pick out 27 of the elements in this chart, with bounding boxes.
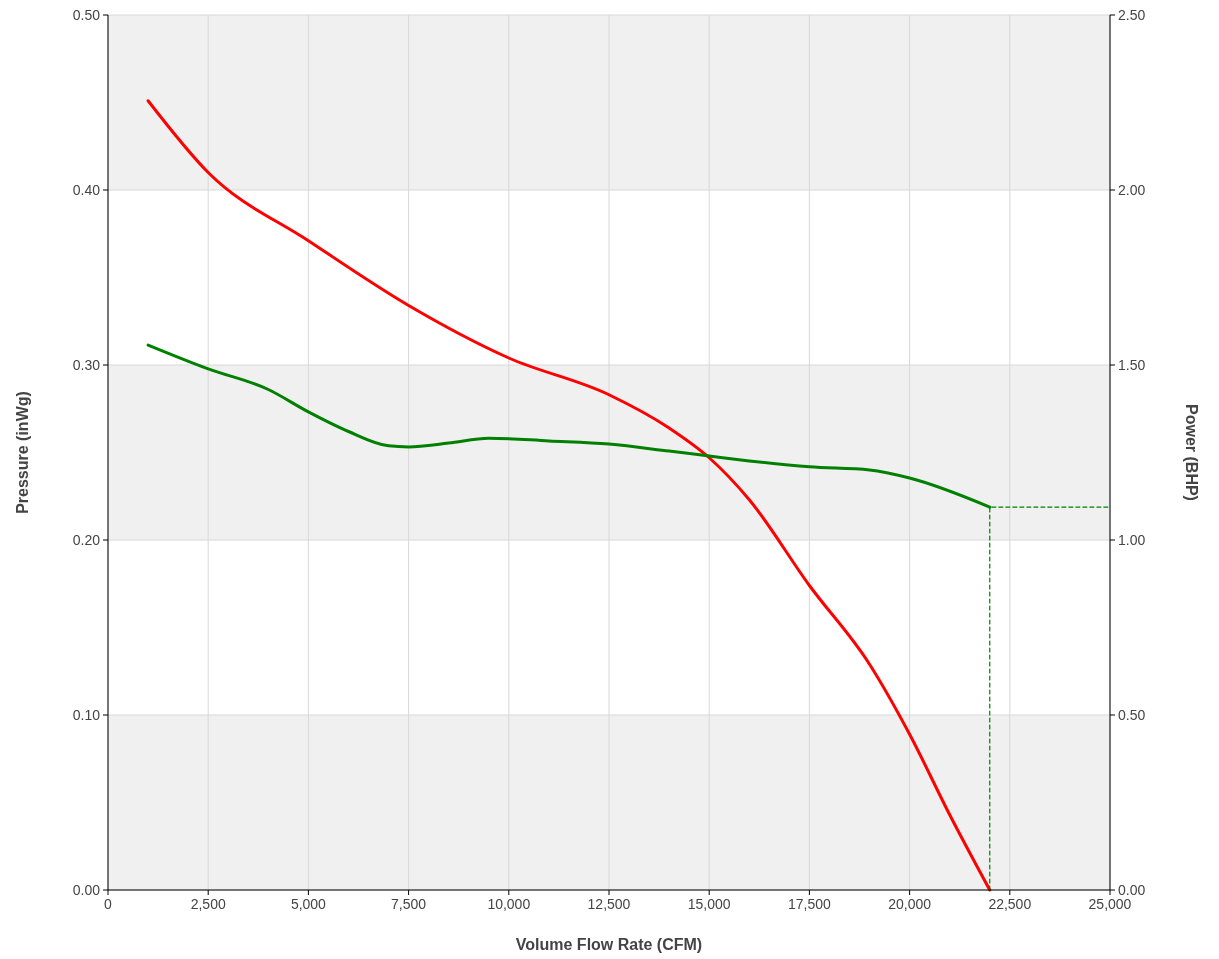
y2-axis-title: Power (BHP): [1183, 404, 1200, 501]
x-tick-label: 2,500: [190, 896, 226, 912]
x-tick-label: 7,500: [391, 896, 427, 912]
y-tick-label: 0.30: [72, 357, 101, 373]
y2-tick-label: 1.50: [1118, 357, 1146, 373]
x-tick-label: 10,000: [487, 896, 531, 912]
y2-tick-label: 0.50: [1118, 707, 1146, 723]
y2-tick-label: 2.50: [1118, 7, 1146, 23]
y-tick-label: 0.50: [72, 7, 101, 23]
y2-tick-label: 2.00: [1118, 182, 1146, 198]
x-tick-label: 25,000: [1088, 896, 1132, 912]
y-tick-label: 0.10: [72, 707, 101, 723]
y-tick-label: 0.00: [72, 882, 101, 898]
y2-tick-label: 1.00: [1118, 532, 1146, 548]
x-tick-label: 12,500: [587, 896, 631, 912]
x-tick-label: 20,000: [888, 896, 932, 912]
x-tick-label: 15,000: [687, 896, 731, 912]
y-tick-label: 0.20: [72, 532, 101, 548]
line-series: [146, 99, 992, 892]
y-tick-label: 0.40: [72, 182, 101, 198]
x-tick-label: 17,500: [787, 896, 832, 912]
y2-tick-label: 0.00: [1118, 882, 1146, 898]
y-axis-title: Pressure (inWg): [14, 391, 31, 514]
x-tick-label: 22,500: [988, 896, 1032, 912]
x-axis-title: Volume Flow Rate (CFM): [515, 936, 703, 953]
x-tick-label: 0: [104, 896, 113, 912]
x-tick-label: 5,000: [290, 896, 327, 912]
